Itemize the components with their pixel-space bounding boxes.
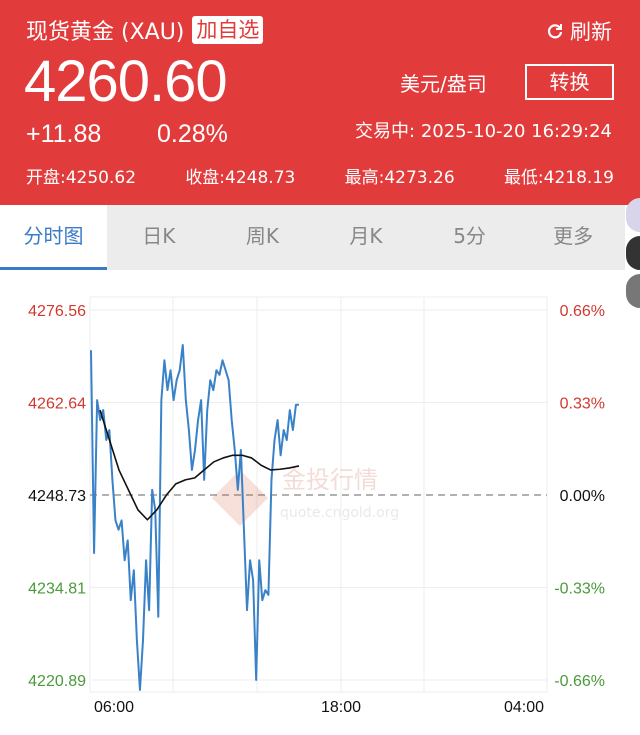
- refresh-label: 刷新: [570, 20, 612, 44]
- add-watchlist-button[interactable]: 加自选: [192, 16, 264, 44]
- x-tick: 06:00: [94, 699, 134, 716]
- watermark-logo: [212, 470, 268, 526]
- tab-intraday[interactable]: 分时图: [0, 205, 107, 270]
- intraday-chart[interactable]: 金投行情 quote.cngold.org 4276.56 0.66% 4262.6…: [0, 270, 640, 735]
- quote-header: 现货黄金 (XAU) 加自选 刷新 4260.60 美元/盎司 转换 +11.8…: [0, 0, 640, 205]
- refresh-icon: [547, 24, 563, 39]
- open-price: 开盘:4250.62: [26, 168, 137, 188]
- price-stats: 开盘:4250.62 收盘:4248.73 最高:4273.26 最低:4218…: [26, 163, 614, 188]
- prev-close-price: 收盘:4248.73: [185, 168, 296, 188]
- y-tick-right: 0.66%: [560, 303, 605, 320]
- price-unit: 美元/盎司: [400, 72, 487, 96]
- y-tick-left: 4220.89: [28, 673, 86, 690]
- side-avatar[interactable]: [626, 236, 640, 270]
- watermark: 金投行情 quote.cngold.org: [212, 466, 399, 526]
- y-tick-right: 0.00%: [560, 488, 605, 505]
- high-price: 最高:4273.26: [344, 168, 455, 188]
- convert-unit-button[interactable]: 转换: [525, 64, 614, 100]
- trading-status: 交易中: 2025-10-20 16:29:24: [355, 121, 612, 142]
- tab-monthly-k[interactable]: 月K: [349, 224, 383, 248]
- price-line: [90, 343, 299, 691]
- instrument-name: 现货黄金 (XAU): [26, 20, 185, 45]
- y-tick-left: 4276.56: [28, 303, 86, 320]
- chart-tabs: 分时图 日K 周K 月K 5分 更多: [0, 205, 625, 270]
- watermark-text: 金投行情: [282, 466, 378, 494]
- tab-weekly-k[interactable]: 周K: [245, 224, 279, 248]
- tab-daily-k[interactable]: 日K: [142, 224, 176, 248]
- y-tick-right: 0.33%: [560, 396, 605, 413]
- y-tick-left: 4234.81: [28, 581, 86, 598]
- refresh-button[interactable]: 刷新: [546, 16, 612, 46]
- y-tick-left: 4248.73: [28, 488, 86, 505]
- tab-more[interactable]: 更多: [553, 224, 594, 248]
- x-tick: 18:00: [321, 699, 361, 716]
- y-tick-right: -0.33%: [554, 581, 605, 598]
- instrument-title: 现货黄金 (XAU) 加自选: [26, 14, 264, 46]
- y-tick-right: -0.66%: [554, 673, 605, 690]
- y-tick-left: 4262.64: [28, 396, 86, 413]
- average-price-line: [99, 409, 300, 521]
- watermark-url: quote.cngold.org: [280, 505, 399, 521]
- low-price: 最低:4218.19: [503, 168, 614, 188]
- tab-5min[interactable]: 5分: [453, 224, 486, 248]
- price-change-percent: 0.28%: [157, 120, 228, 148]
- side-avatar[interactable]: [626, 198, 640, 232]
- current-price: 4260.60: [24, 49, 228, 114]
- side-avatar[interactable]: [626, 274, 640, 308]
- x-tick: 04:00: [504, 699, 544, 716]
- price-change: +11.88: [26, 120, 102, 148]
